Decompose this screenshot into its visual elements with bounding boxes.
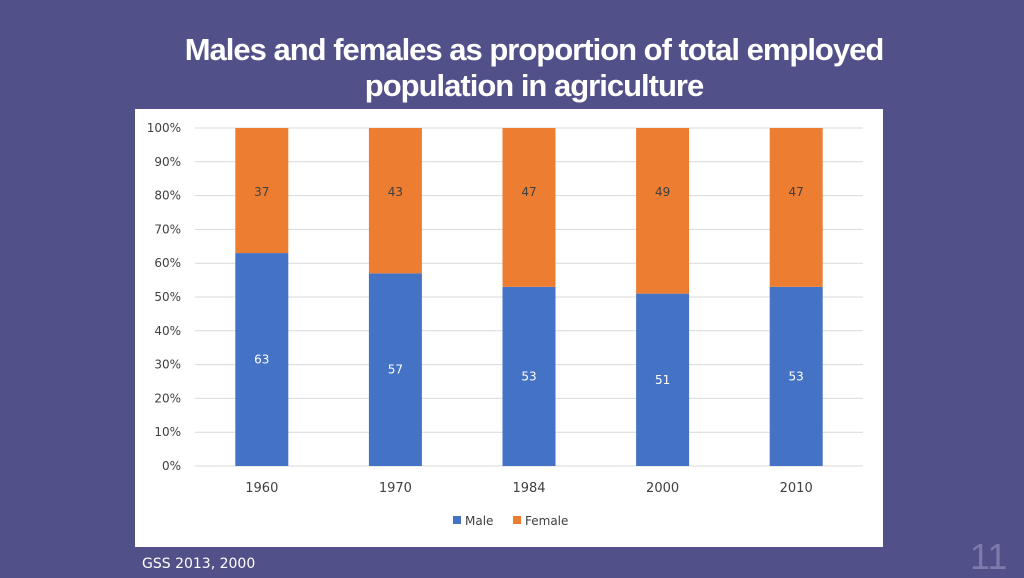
male-legend-swatch: [453, 516, 461, 524]
slide-title-line-1: Males and females as proportion of total…: [184, 32, 885, 67]
male-bar-segment: [636, 293, 690, 466]
male-bar-segment: [502, 286, 556, 466]
female-bar-segment: [368, 128, 422, 274]
data-label: 53: [521, 369, 536, 383]
x-tick-label: 2010: [780, 481, 813, 496]
y-tick-label: 70%: [154, 222, 181, 236]
stacked-bar-chart: 0% 10% 20% 30% 40% 50% 60% 70% 80% 90% 100% 63 37 196…: [147, 121, 863, 528]
y-tick-label: 50%: [154, 290, 181, 304]
y-tick-label: 90%: [154, 155, 181, 169]
y-tick-label: 20%: [154, 391, 181, 405]
y-tick-label: 10%: [154, 425, 181, 439]
female-bar-segment: [502, 128, 556, 287]
x-tick-label: 1960: [245, 481, 278, 496]
y-tick-label: 80%: [154, 189, 181, 203]
female-bar-segment: [636, 128, 690, 294]
female-bar-segment: [235, 128, 289, 254]
data-label: 47: [789, 185, 804, 199]
x-tick-label: 2000: [646, 481, 679, 496]
data-label: 49: [655, 185, 670, 199]
data-label: 51: [655, 373, 670, 387]
male-legend-label: Male: [465, 514, 493, 528]
data-label: 53: [789, 369, 804, 383]
data-label: 57: [388, 363, 403, 377]
data-label: 63: [254, 353, 269, 367]
y-tick-label: 30%: [154, 358, 181, 372]
slide-title: Males and females as proportion of total…: [134, 32, 934, 104]
y-tick-label: 60%: [154, 256, 181, 270]
data-label: 47: [521, 185, 536, 199]
y-tick-label: 100%: [147, 121, 181, 135]
chart-panel: 0% 10% 20% 30% 40% 50% 60% 70% 80% 90% 100% 63 37 196…: [135, 109, 883, 547]
male-bar-segment: [235, 253, 289, 466]
y-tick-label: 40%: [154, 324, 181, 338]
source-note: GSS 2013, 2000: [142, 556, 256, 572]
page-number: 11: [970, 536, 1008, 577]
female-legend-swatch: [513, 516, 521, 524]
data-label: 43: [388, 185, 403, 199]
male-bar-segment: [769, 286, 823, 466]
female-bar-segment: [769, 128, 823, 287]
data-label: 37: [254, 185, 269, 199]
x-tick-label: 1970: [379, 481, 412, 496]
y-tick-label: 0%: [162, 459, 181, 473]
x-tick-label: 1984: [512, 481, 545, 496]
slide-title-line-2: population in agriculture: [364, 68, 704, 103]
male-bar-segment: [368, 273, 422, 466]
female-legend-label: Female: [525, 514, 568, 528]
